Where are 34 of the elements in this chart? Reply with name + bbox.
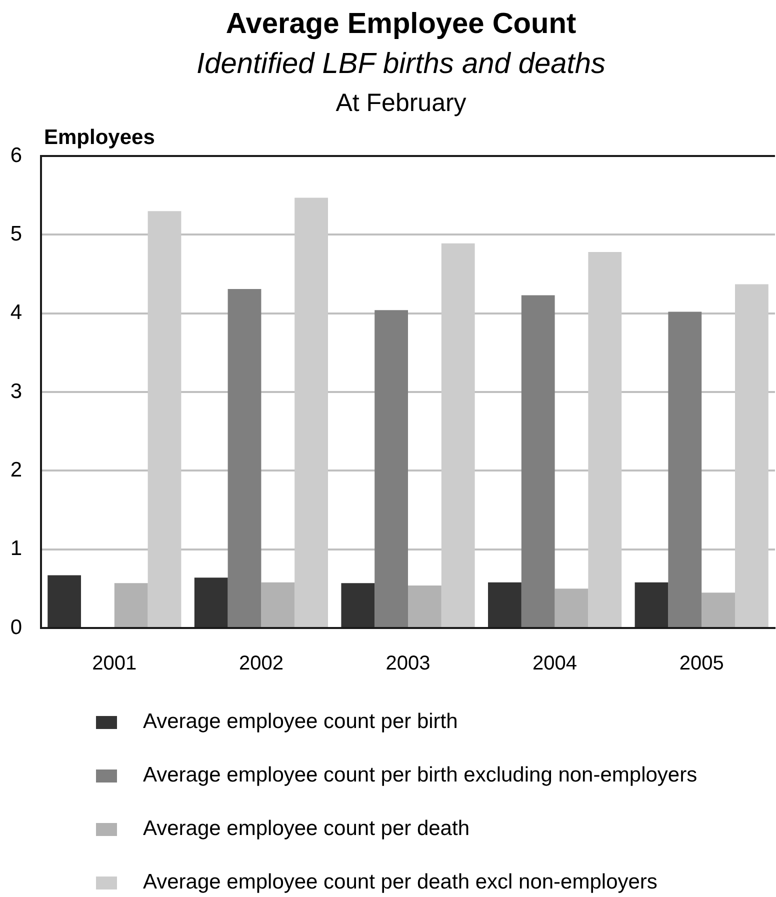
bar	[488, 582, 522, 627]
y-tick-label: 1	[10, 537, 22, 560]
x-tick-label: 2001	[92, 652, 137, 675]
x-tick-label: 2002	[238, 652, 284, 675]
y-tick-label: 5	[10, 222, 22, 246]
bar	[554, 588, 588, 627]
y-tick-label: 6	[10, 144, 22, 167]
bar	[702, 592, 735, 627]
bar	[261, 582, 295, 627]
chart-title: Average Employee Count	[226, 8, 576, 40]
x-tick-label: 2005	[679, 652, 724, 675]
bar	[228, 288, 262, 627]
bar	[668, 312, 702, 627]
x-tick-label: 2004	[532, 652, 578, 675]
bar	[634, 582, 668, 627]
bar	[48, 575, 82, 627]
legend-label: Average employee count per death excl non-employers	[143, 870, 658, 894]
bar	[341, 583, 375, 627]
y-tick-label: 0	[10, 616, 22, 639]
y-axis-title: Employees	[44, 126, 155, 149]
text: At February	[336, 88, 467, 117]
bar	[194, 578, 228, 627]
bar	[374, 310, 408, 627]
legend-label: Average employee count per death	[143, 816, 470, 840]
bar	[408, 586, 442, 627]
chart-subtitle: Identified LBF births and deaths	[196, 48, 606, 80]
bar	[114, 583, 148, 627]
legend-label: Average employee count per birth excluding non-employers	[143, 763, 698, 786]
x-tick-label: 2003	[386, 652, 430, 675]
bar	[521, 295, 555, 627]
y-tick-label: 3	[10, 380, 22, 403]
y-tick-label: 4	[10, 301, 22, 324]
legend-label: Average employee count per birth	[143, 710, 458, 733]
y-tick-label: 2	[10, 458, 22, 482]
